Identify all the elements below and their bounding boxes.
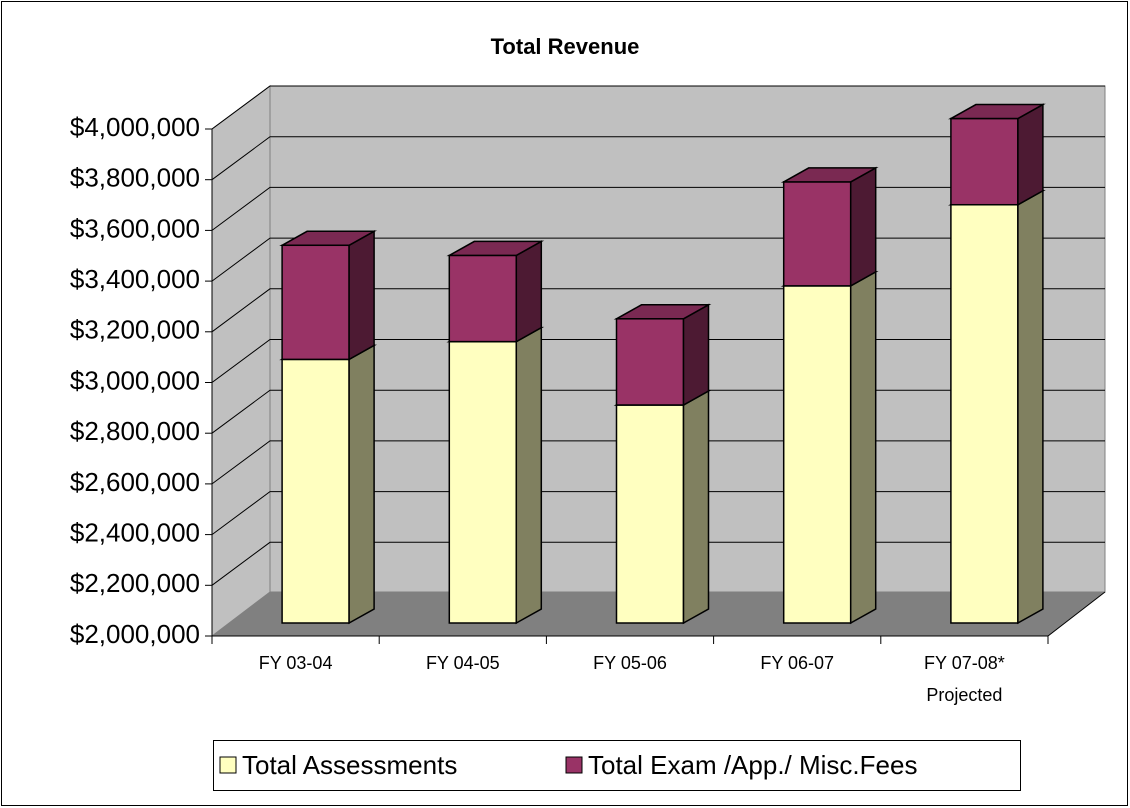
bar-side bbox=[348, 344, 375, 625]
y-tick-label: $2,400,000 bbox=[70, 517, 200, 547]
legend-box bbox=[213, 740, 1021, 791]
bar-side bbox=[682, 389, 710, 625]
bar-side bbox=[515, 240, 543, 343]
grid-line bbox=[211, 136, 1105, 181]
bar-top bbox=[948, 103, 1046, 120]
bar-side bbox=[348, 230, 375, 361]
bar-side bbox=[849, 270, 877, 625]
bar bbox=[950, 203, 1019, 624]
bar bbox=[448, 254, 518, 343]
legend-label: Total Assessments bbox=[242, 750, 457, 780]
bar-top bbox=[446, 240, 545, 257]
grid-line bbox=[211, 85, 1105, 130]
legend-swatch bbox=[219, 756, 237, 774]
y-tick-label: $3,800,000 bbox=[70, 163, 200, 193]
floor-edge bbox=[1047, 591, 1106, 637]
bar-side bbox=[1017, 103, 1044, 207]
x-tick-label: FY 07-08* Projected bbox=[924, 653, 1005, 705]
bar-side bbox=[682, 303, 710, 407]
x-tick-label: FY 03-04 bbox=[258, 653, 333, 673]
bar bbox=[448, 340, 518, 624]
y-tick-label: $2,000,000 bbox=[70, 619, 200, 649]
y-tick-label: $3,200,000 bbox=[70, 315, 200, 345]
legend-swatch bbox=[565, 756, 583, 774]
bar-side bbox=[849, 166, 877, 288]
bar-side bbox=[1017, 189, 1044, 625]
y-tick-label: $3,000,000 bbox=[70, 365, 200, 395]
y-tick-label: $2,600,000 bbox=[70, 467, 200, 497]
y-tick-label: $4,000,000 bbox=[70, 112, 200, 142]
legend-label: Total Exam /App./ Misc.Fees bbox=[588, 750, 917, 780]
bar-top bbox=[780, 167, 879, 183]
bar bbox=[782, 181, 852, 287]
bar-top bbox=[613, 304, 712, 320]
x-tick-label: FY 04-05 bbox=[425, 653, 500, 673]
bar bbox=[782, 285, 852, 624]
y-tick-label: $3,400,000 bbox=[70, 264, 200, 294]
y-tick-label: $2,800,000 bbox=[70, 416, 200, 446]
y-tick-label: $2,200,000 bbox=[70, 568, 200, 598]
bar bbox=[615, 318, 685, 406]
y-tick-label: $3,600,000 bbox=[70, 213, 200, 243]
chart-title: Total Revenue bbox=[491, 34, 640, 59]
bar bbox=[281, 244, 350, 361]
bar bbox=[615, 404, 685, 624]
bar-top bbox=[279, 230, 377, 247]
x-tick-label: FY 05-06 bbox=[593, 653, 667, 673]
x-tick-label: FY 06-07 bbox=[760, 653, 835, 673]
bar bbox=[281, 358, 350, 624]
bar-side bbox=[515, 326, 543, 625]
bar bbox=[950, 117, 1019, 206]
